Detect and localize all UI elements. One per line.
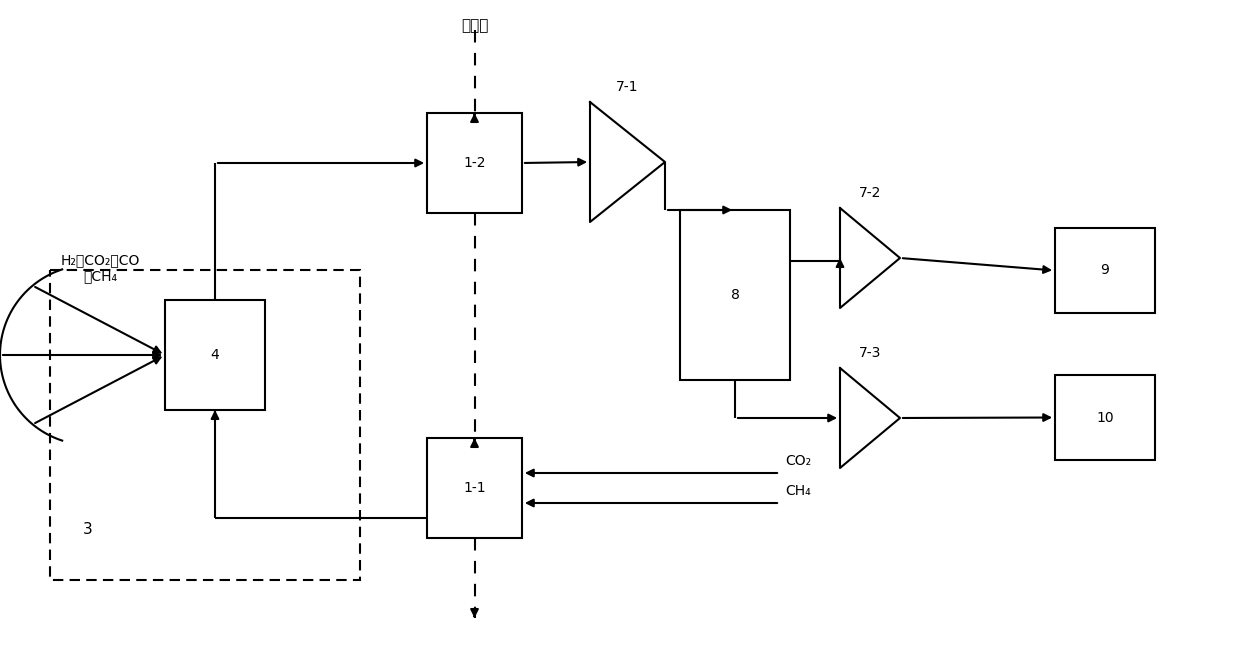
- Text: 冷却水: 冷却水: [461, 18, 488, 33]
- Text: 7-2: 7-2: [859, 186, 881, 200]
- Bar: [165, 300, 265, 410]
- Bar: [427, 113, 522, 213]
- Bar: [1054, 228, 1155, 313]
- Text: CO₂: CO₂: [786, 454, 812, 468]
- Bar: [427, 438, 522, 538]
- Bar: [1054, 375, 1155, 460]
- Bar: [680, 210, 790, 380]
- Text: CH₄: CH₄: [786, 484, 810, 498]
- Text: 1-1: 1-1: [463, 481, 486, 495]
- Text: 7-3: 7-3: [859, 346, 881, 360]
- Bar: [50, 270, 361, 580]
- Text: 8: 8: [731, 288, 740, 302]
- Text: 1-2: 1-2: [463, 156, 486, 170]
- Text: H₂、CO₂、CO
和CH₄: H₂、CO₂、CO 和CH₄: [61, 253, 140, 283]
- Text: 7-1: 7-1: [616, 80, 639, 94]
- Text: 4: 4: [211, 348, 219, 362]
- Text: 9: 9: [1100, 263, 1109, 278]
- Text: 10: 10: [1097, 411, 1114, 424]
- Text: 3: 3: [83, 522, 93, 537]
